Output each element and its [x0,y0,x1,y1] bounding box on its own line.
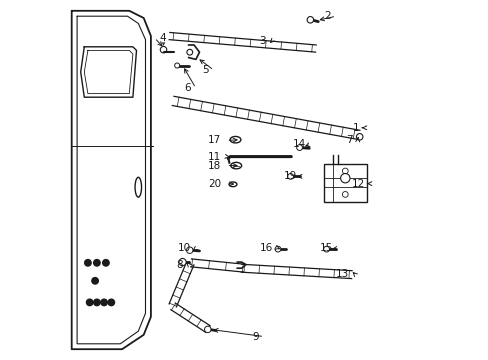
Ellipse shape [228,182,237,186]
Circle shape [84,260,91,266]
Circle shape [102,260,109,266]
Circle shape [342,192,347,197]
Circle shape [356,134,362,140]
Circle shape [340,174,349,183]
FancyBboxPatch shape [323,164,366,202]
Circle shape [94,260,100,266]
Circle shape [204,326,211,333]
Text: 10: 10 [177,243,190,253]
Circle shape [306,17,313,23]
Text: 1: 1 [352,123,359,133]
Circle shape [342,168,347,174]
Circle shape [108,299,114,306]
Text: 18: 18 [207,161,221,171]
Circle shape [323,246,329,252]
Circle shape [179,258,186,266]
Text: 20: 20 [207,179,221,189]
Circle shape [287,174,293,179]
Text: 11: 11 [207,152,221,162]
Circle shape [174,63,179,68]
Circle shape [186,49,192,55]
Circle shape [160,46,166,53]
Text: 19: 19 [283,171,296,181]
Circle shape [186,247,193,253]
Ellipse shape [135,177,141,197]
Text: 17: 17 [207,135,221,145]
Text: 7: 7 [345,135,352,145]
Circle shape [92,278,98,284]
Text: 9: 9 [252,332,258,342]
Ellipse shape [230,136,241,143]
Ellipse shape [230,162,241,169]
Text: 3: 3 [259,36,265,46]
Text: 16: 16 [260,243,273,253]
Text: 4: 4 [160,33,166,43]
Text: 15: 15 [319,243,332,253]
Circle shape [275,246,280,252]
Circle shape [94,299,100,306]
Circle shape [86,299,93,306]
Text: 6: 6 [183,83,190,93]
Text: 12: 12 [351,179,365,189]
Text: 8: 8 [176,260,183,270]
Text: 14: 14 [292,139,305,149]
Text: 5: 5 [202,65,208,75]
Text: 13: 13 [335,269,348,279]
Circle shape [101,299,107,306]
Text: 2: 2 [324,11,330,21]
Circle shape [296,145,302,150]
